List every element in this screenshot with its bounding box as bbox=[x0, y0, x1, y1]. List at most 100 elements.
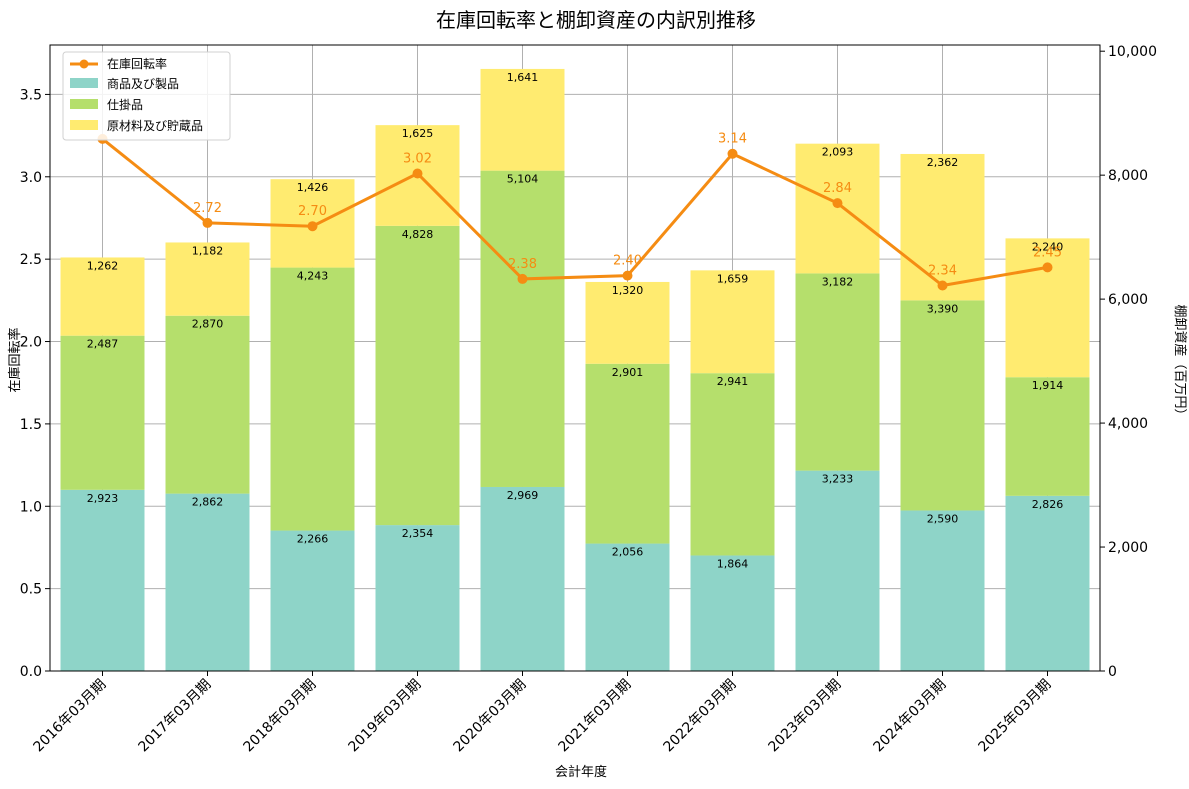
x-tick-label: 2016年03月期 bbox=[31, 677, 110, 756]
legend-entry: 原材料及び貯蔵品 bbox=[107, 119, 203, 133]
y-right-tick-label: 4,000 bbox=[1108, 416, 1148, 432]
turnover-value-label: 2.72 bbox=[193, 201, 222, 216]
bar-value-label: 3,182 bbox=[822, 275, 854, 288]
bar-value-label: 2,093 bbox=[822, 146, 854, 159]
x-tick-label: 2021年03月期 bbox=[556, 677, 635, 756]
bar-segment bbox=[690, 373, 775, 556]
bar-value-label: 2,862 bbox=[192, 496, 224, 509]
bar-value-label: 2,870 bbox=[192, 318, 224, 331]
y-right-tick-label: 2,000 bbox=[1108, 540, 1148, 556]
legend-entry: 在庫回転率 bbox=[107, 56, 167, 71]
bars bbox=[60, 68, 1090, 671]
legend-marker bbox=[79, 59, 89, 69]
bar-segment bbox=[1005, 377, 1090, 496]
bar-value-label: 2,941 bbox=[717, 375, 749, 388]
turnover-point bbox=[307, 221, 318, 232]
bar-segment bbox=[690, 555, 775, 671]
legend-swatch bbox=[70, 99, 98, 109]
y-left-tick-label: 2.0 bbox=[20, 335, 42, 351]
legend-entry: 商品及び製品 bbox=[107, 76, 179, 91]
bar-segment bbox=[585, 281, 670, 364]
bar-value-label: 2,240 bbox=[1032, 240, 1064, 253]
y-axis-right-label: 棚卸資産（百万円） bbox=[1172, 304, 1188, 421]
y-axis-left-label: 在庫回転率 bbox=[7, 327, 23, 392]
bar-value-label: 1,320 bbox=[612, 284, 644, 297]
bar-segment bbox=[585, 363, 670, 544]
x-tick-label: 2018年03月期 bbox=[241, 677, 320, 756]
turnover-point bbox=[202, 217, 213, 228]
x-tick-label: 2023年03月期 bbox=[766, 677, 845, 756]
turnover-point bbox=[412, 168, 423, 179]
y-right-tick-label: 6,000 bbox=[1108, 292, 1148, 308]
legend-entry: 仕掛品 bbox=[107, 97, 143, 112]
turnover-point bbox=[832, 198, 843, 209]
y-left-tick-label: 1.5 bbox=[20, 417, 42, 433]
x-axis-label: 会計年度 bbox=[555, 764, 607, 780]
bar-value-label: 4,243 bbox=[297, 270, 329, 283]
x-tick-label: 2024年03月期 bbox=[871, 677, 950, 756]
x-tick-label: 2025年03月期 bbox=[976, 677, 1055, 756]
bar-segment bbox=[480, 68, 565, 171]
x-tick-label: 2017年03月期 bbox=[136, 677, 215, 756]
y-left-tick-label: 1.0 bbox=[20, 499, 42, 515]
y-left-tick-label: 3.0 bbox=[20, 170, 42, 186]
bar-segment bbox=[165, 315, 250, 494]
bar-segment bbox=[1005, 495, 1090, 671]
bar-value-label: 1,864 bbox=[717, 557, 749, 570]
turnover-point bbox=[622, 270, 633, 281]
bar-value-label: 1,182 bbox=[192, 244, 224, 257]
bar-value-label: 1,262 bbox=[87, 259, 119, 272]
legend-box bbox=[62, 51, 231, 141]
bar-segment bbox=[480, 170, 565, 487]
y-left-tick-label: 0.0 bbox=[20, 664, 42, 680]
bar-segment bbox=[585, 543, 670, 671]
bar-value-label: 1,659 bbox=[717, 272, 749, 285]
bar-value-label: 5,104 bbox=[507, 173, 539, 186]
turnover-value-label: 3.02 bbox=[403, 151, 432, 166]
bar-segment bbox=[900, 300, 985, 511]
bar-segment bbox=[480, 486, 565, 671]
turnover-line: 2.72 2.70 3.02 2.38 2.40 3.14 2.84 2.34 2.45 bbox=[97, 132, 1062, 291]
turnover-value-label: 3.14 bbox=[718, 132, 747, 147]
turnover-value-label: 2.34 bbox=[928, 264, 957, 279]
bar-segment bbox=[270, 530, 355, 671]
bar-segment bbox=[60, 335, 145, 490]
bar-segment bbox=[900, 153, 985, 301]
turnover-value-label: 2.70 bbox=[298, 204, 327, 219]
bar-segment bbox=[900, 510, 985, 671]
bar-value-label: 3,390 bbox=[927, 302, 959, 315]
bar-segment bbox=[60, 489, 145, 671]
bar-value-label: 2,969 bbox=[507, 489, 539, 502]
bar-value-label: 4,828 bbox=[402, 228, 434, 241]
y-right-tick-label: 10,000 bbox=[1108, 44, 1157, 60]
bar-segment bbox=[795, 273, 880, 471]
turnover-point bbox=[1042, 262, 1053, 273]
bar-segment bbox=[165, 242, 250, 316]
turnover-value-label: 2.38 bbox=[508, 257, 537, 272]
y-right-tick-label: 0 bbox=[1108, 664, 1117, 680]
bar-value-label: 3,233 bbox=[822, 473, 854, 486]
bar-segment bbox=[60, 257, 145, 336]
bar-value-label: 2,590 bbox=[927, 512, 959, 525]
bar-value-label: 1,914 bbox=[1032, 379, 1064, 392]
plot-frame bbox=[49, 44, 1101, 672]
x-tick-label: 2019年03月期 bbox=[346, 677, 425, 756]
turnover-value-label: 2.84 bbox=[823, 181, 852, 196]
bar-value-label: 1,625 bbox=[402, 127, 434, 140]
bar-value-label: 2,362 bbox=[927, 156, 959, 169]
legend-swatch bbox=[70, 120, 98, 130]
turnover-value-label: 2.45 bbox=[1033, 245, 1062, 260]
bar-segment bbox=[795, 470, 880, 671]
bar-value-label: 2,487 bbox=[87, 338, 119, 351]
x-tick-label: 2022年03月期 bbox=[661, 677, 740, 756]
bar-value-label: 2,826 bbox=[1032, 498, 1064, 511]
y-right-tick-label: 8,000 bbox=[1108, 168, 1148, 184]
y-left-tick-label: 3.5 bbox=[20, 87, 42, 103]
bar-segment bbox=[165, 493, 250, 671]
y-left-tick-label: 2.5 bbox=[20, 252, 42, 268]
bar-segment bbox=[795, 143, 880, 274]
bar-value-label: 1,426 bbox=[297, 181, 329, 194]
turnover-point bbox=[937, 280, 948, 291]
